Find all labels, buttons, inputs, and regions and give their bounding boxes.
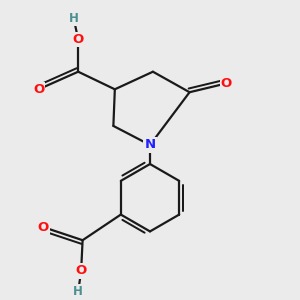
Text: H: H: [73, 285, 83, 298]
Text: O: O: [33, 83, 44, 96]
Text: O: O: [220, 77, 232, 90]
Text: O: O: [73, 33, 84, 46]
Text: O: O: [38, 220, 49, 233]
Text: N: N: [144, 139, 156, 152]
Text: H: H: [69, 13, 79, 26]
Text: O: O: [76, 265, 87, 278]
